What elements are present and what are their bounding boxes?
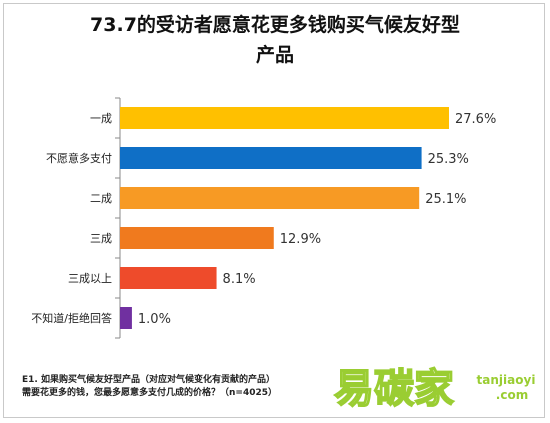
footnote-line-1: E1. 如果购买气候友好型产品（对应对气候变化有贡献的产品） [22, 375, 275, 385]
footnote-line-2: 需要花更多的钱，您最多愿意多支付几成的价格？（n=4025） [22, 388, 277, 398]
bar-5 [120, 267, 217, 289]
value-label: 25.1% [425, 192, 466, 207]
watermark-suffix: .com [496, 388, 528, 402]
bars [120, 107, 449, 329]
value-label: 12.9% [280, 232, 321, 247]
value-label: 25.3% [428, 152, 469, 167]
value-label: 1.0% [138, 312, 171, 327]
chart-title-line-1: 73.7的受访者愿意花更多钱购买气候友好型 [90, 14, 460, 36]
watermark-domain-box [470, 368, 542, 404]
category-label: 不知道/拒绝回答 [31, 311, 112, 325]
bar-6 [120, 307, 132, 329]
bar-3 [120, 187, 420, 209]
value-labels: 27.6% 25.3% 25.1% 12.9% 8.1% 1.0% [138, 112, 496, 327]
category-label: 三成以上 [68, 272, 112, 285]
chart-frame [3, 3, 545, 418]
chart-title: 73.7的受访者愿意花更多钱购买气候友好型 产品 [0, 10, 550, 70]
category-label: 一成 [90, 112, 112, 125]
value-label: 27.6% [455, 112, 496, 127]
category-label: 三成 [90, 232, 112, 245]
watermark-logo: 易碳家 tanjiaoyi .com [333, 365, 542, 412]
footnote: E1. 如果购买气候友好型产品（对应对气候变化有贡献的产品） 需要花更多的钱，您… [22, 374, 352, 400]
chart-title-line-2: 产品 [255, 44, 294, 66]
watermark-domain: tanjiaoyi [477, 373, 536, 387]
bar-1 [120, 107, 449, 129]
category-ticks [115, 97, 120, 339]
category-label: 二成 [90, 192, 112, 205]
category-label: 不愿意多支付 [46, 151, 112, 165]
bar-2 [120, 147, 422, 169]
bar-4 [120, 227, 274, 249]
value-label: 8.1% [223, 272, 256, 287]
watermark-main: 易碳家 [334, 366, 454, 412]
